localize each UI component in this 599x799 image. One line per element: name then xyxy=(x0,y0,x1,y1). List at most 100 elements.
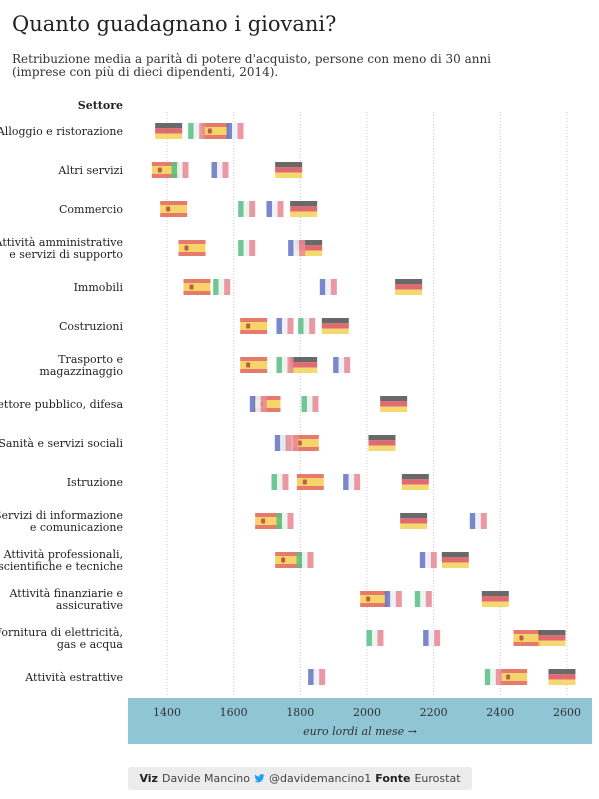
flag-stripe xyxy=(211,162,217,178)
flag-emblem xyxy=(302,479,307,485)
flag-germania-5 xyxy=(321,318,349,334)
flag-stripe xyxy=(296,478,324,486)
flag-stripe xyxy=(176,162,183,178)
row-label-13: Fornitura di elettricità, gas e acqua xyxy=(0,626,123,651)
row-label-line: Attività amministrative xyxy=(0,236,123,249)
row-label-2: Commercio xyxy=(59,203,123,216)
flag-francia-10 xyxy=(469,513,481,529)
flag-francia-red-6 xyxy=(344,357,351,373)
flag-francia-red-7 xyxy=(260,396,267,412)
flag-stripe xyxy=(319,279,326,295)
row-label-line: Sanità e servizi sociali xyxy=(0,437,123,450)
flag-italia-red-5 xyxy=(309,318,316,334)
flag-italia-1 xyxy=(171,162,183,178)
flag-stripe xyxy=(213,279,219,295)
flag-francia-3 xyxy=(288,240,300,256)
flag-stripe xyxy=(380,396,408,402)
flag-italia-red-11 xyxy=(307,552,314,568)
flag-stripe xyxy=(291,435,319,439)
flag-emblem xyxy=(157,167,162,173)
row-label-4: Immobili xyxy=(74,281,124,294)
flag-stripe xyxy=(276,513,282,529)
twitter-handle[interactable]: @davidemancino1 xyxy=(269,772,372,785)
flag-emblem xyxy=(261,518,266,524)
flag-stripe xyxy=(513,630,541,634)
row-label-line: gas e acqua xyxy=(57,638,124,651)
flag-stripe xyxy=(226,123,232,139)
flag-stripe xyxy=(291,439,319,447)
flag-germania-1 xyxy=(275,162,303,178)
flag-stripe xyxy=(441,557,469,563)
flag-francia-red-9 xyxy=(354,474,361,490)
flag-italia-red-12 xyxy=(425,591,432,607)
x-tick-label-2000: 2000 xyxy=(353,706,381,719)
flag-stripe xyxy=(240,361,268,369)
row-label-14: Attività estrattive xyxy=(24,671,123,684)
flag-spagna-8 xyxy=(291,435,319,451)
flag-stripe xyxy=(500,669,528,673)
flag-spagna-3 xyxy=(178,240,206,256)
flag-italia-red-10 xyxy=(287,513,294,529)
flag-stripe xyxy=(400,518,428,524)
flag-stripe xyxy=(419,552,426,568)
flag-italia-red-7 xyxy=(312,396,319,412)
flag-spagna-9 xyxy=(296,474,324,490)
flag-stripe xyxy=(160,213,188,217)
row-label-line: assicurative xyxy=(56,599,123,612)
flag-stripe xyxy=(303,318,310,334)
flag-stripe xyxy=(348,474,355,490)
flag-francia-2 xyxy=(266,201,278,217)
flag-stripe xyxy=(281,513,288,529)
row-label-line: Istruzione xyxy=(67,476,123,489)
row-label-line: Servizi di informazione xyxy=(0,509,123,522)
flag-italia-11 xyxy=(296,552,308,568)
flag-stripe xyxy=(288,240,294,256)
flag-stripe xyxy=(371,630,378,646)
flag-stripe xyxy=(298,318,304,334)
flag-stripe xyxy=(240,330,268,334)
row-label-10: Servizi di informazione e comunicazione xyxy=(0,509,123,534)
flag-stripe xyxy=(275,556,303,564)
flag-stripe xyxy=(253,400,281,408)
flag-italia-red-14 xyxy=(495,669,502,685)
flag-francia-9 xyxy=(343,474,355,490)
row-label-11: Attività professionali, scientifiche e te… xyxy=(0,548,123,573)
flag-stripe xyxy=(368,435,396,441)
flag-spagna-5 xyxy=(240,318,268,334)
flag-stripe xyxy=(425,552,431,568)
flag-emblem xyxy=(207,128,212,134)
flag-spagna-14 xyxy=(500,669,528,685)
flag-stripe xyxy=(441,552,469,558)
flag-stripe xyxy=(240,357,268,361)
flag-stripe xyxy=(548,679,576,685)
flag-stripe xyxy=(293,240,300,256)
flag-francia-4 xyxy=(319,279,331,295)
flag-emblem xyxy=(281,557,286,563)
row-label-line: e comunicazione xyxy=(30,521,123,534)
flag-stripe xyxy=(296,474,324,478)
flag-emblem xyxy=(184,245,189,251)
flag-francia-red-2 xyxy=(277,201,284,217)
flag-germania-10 xyxy=(400,513,428,529)
flag-emblem xyxy=(506,674,511,680)
flag-stripe xyxy=(366,630,372,646)
flag-stripe xyxy=(338,357,345,373)
flag-stripe xyxy=(290,362,318,368)
flag-stripe xyxy=(295,245,323,251)
flag-spagna-0 xyxy=(201,123,229,139)
source-name: Eurostat xyxy=(414,772,461,785)
flag-francia-red-12 xyxy=(395,591,402,607)
flag-stripe xyxy=(401,479,429,485)
flag-francia-red-0 xyxy=(237,123,244,139)
flag-stripe xyxy=(296,552,302,568)
flag-italia-9 xyxy=(271,474,283,490)
flag-francia-red-13 xyxy=(434,630,441,646)
twitter-bird-icon xyxy=(254,774,265,783)
flag-francia-0 xyxy=(226,123,238,139)
flag-stripe xyxy=(183,283,211,291)
flag-stripe xyxy=(178,244,206,252)
flag-spagna-2 xyxy=(160,201,188,217)
row-label-line: Attività estrattive xyxy=(24,671,123,684)
flag-germania-3 xyxy=(295,240,323,256)
credits-footer: Viz Davide Mancino @davidemancino1 Fonte… xyxy=(128,767,472,790)
